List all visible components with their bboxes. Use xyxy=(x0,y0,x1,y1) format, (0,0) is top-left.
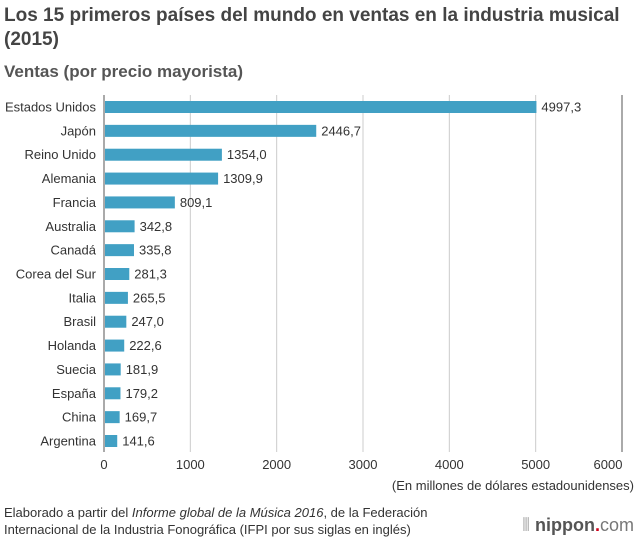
data-label: 4997,3 xyxy=(541,100,581,115)
source-title: Informe global de la Música 2016 xyxy=(131,505,324,520)
bar xyxy=(105,220,135,233)
x-tick-label: 3000 xyxy=(349,457,378,472)
chart-title: Los 15 primeros países del mundo en vent… xyxy=(4,5,620,50)
x-tick-label: 5000 xyxy=(521,457,550,472)
source-suffix: , de la Federación Internacional de la I… xyxy=(4,505,428,537)
y-tick-label: Japón xyxy=(61,123,96,138)
y-tick-label: Holanda xyxy=(48,338,97,353)
y-tick-label: Suecia xyxy=(56,362,97,377)
bar xyxy=(105,435,118,447)
y-tick-label: Reino Unido xyxy=(24,147,96,162)
bar xyxy=(105,387,121,400)
data-label: 169,7 xyxy=(125,410,158,425)
y-tick-label: Italia xyxy=(69,290,97,305)
data-label: 141,6 xyxy=(122,434,155,449)
y-tick-label: Australia xyxy=(45,219,96,234)
y-tick-label: España xyxy=(52,386,97,401)
data-label: 2446,7 xyxy=(321,123,361,138)
data-label: 1309,9 xyxy=(223,171,263,186)
bar xyxy=(105,196,175,209)
bar xyxy=(105,172,219,185)
data-label: 179,2 xyxy=(125,386,158,401)
bar xyxy=(105,339,125,352)
bar xyxy=(105,101,537,113)
y-tick-label: Estados Unidos xyxy=(5,100,97,115)
bar xyxy=(105,268,130,280)
data-label: 809,1 xyxy=(180,195,213,210)
y-tick-label: Corea del Sur xyxy=(16,267,97,282)
y-tick-label: Francia xyxy=(53,195,97,210)
data-label: 222,6 xyxy=(129,338,162,353)
bar xyxy=(105,244,134,257)
x-tick-label: 6000 xyxy=(594,457,623,472)
y-tick-label: Argentina xyxy=(40,434,96,449)
source-note: Elaborado a partir del Informe global de… xyxy=(4,504,464,538)
y-tick-label: Alemania xyxy=(42,171,97,186)
bar xyxy=(105,291,128,304)
y-tick-label: Brasil xyxy=(63,314,96,329)
data-label: 342,8 xyxy=(140,219,173,234)
bar xyxy=(105,363,121,376)
x-tick-label: 0 xyxy=(100,457,107,472)
nippon-logo: ⦀ nippon.com xyxy=(522,515,634,535)
bar xyxy=(105,124,317,137)
data-label: 247,0 xyxy=(131,314,164,329)
x-tick-label: 4000 xyxy=(435,457,464,472)
x-axis-label: (En millones de dólares estadounidenses) xyxy=(391,478,634,493)
data-label: 281,3 xyxy=(134,267,167,282)
y-tick-label: Canadá xyxy=(50,243,96,258)
x-tick-label: 2000 xyxy=(262,457,291,472)
chart-subtitle: Ventas (por precio mayorista) xyxy=(4,62,244,81)
data-label: 335,8 xyxy=(139,243,172,258)
x-tick-label: 1000 xyxy=(176,457,205,472)
bar xyxy=(105,411,120,424)
data-label: 265,5 xyxy=(133,290,166,305)
bar xyxy=(105,315,127,328)
y-tick-label: China xyxy=(62,410,97,425)
data-label: 181,9 xyxy=(126,362,159,377)
bar xyxy=(105,148,222,161)
data-label: 1354,0 xyxy=(227,147,267,162)
source-prefix: Elaborado a partir del xyxy=(4,505,132,520)
